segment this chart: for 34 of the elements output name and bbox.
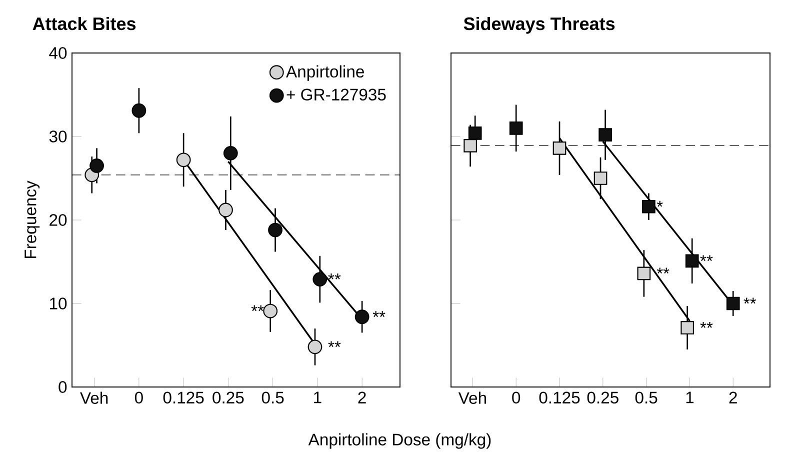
y-tick-label: 10 <box>50 298 67 310</box>
x-tick-label: 0.25 <box>212 392 244 404</box>
y-tick-label: 40 <box>49 47 67 59</box>
x-tick-label: 0.5 <box>635 392 658 404</box>
x-tick-label: 2 <box>358 392 366 404</box>
y-tick-label: 20 <box>50 214 67 226</box>
y-tick-label: 0 <box>58 381 67 393</box>
x-tick-label: 0 <box>134 392 143 404</box>
x-axis-title: Anpirtoline Dose (mg/kg) <box>308 433 491 449</box>
annotation: ** <box>700 255 713 262</box>
annotation: ** <box>656 268 670 274</box>
x-tick-label: 0.125 <box>539 392 580 404</box>
annotation: ** <box>328 274 341 280</box>
x-tick-label: Veh <box>80 392 108 404</box>
x-tick-label: 1 <box>314 392 322 404</box>
chart-title: Attack Bites <box>32 16 136 30</box>
legend-label: + GR-127935 <box>286 88 386 101</box>
x-tick-label: Veh <box>458 392 486 404</box>
x-tick-label: 0 <box>512 392 520 404</box>
x-tick-label: 0.25 <box>587 392 618 404</box>
y-axis-title: Frequency <box>24 180 40 258</box>
x-tick-label: 2 <box>729 392 737 404</box>
x-tick-label: 0.125 <box>163 392 204 404</box>
annotation: ** <box>744 298 756 304</box>
annotation: ** <box>372 311 386 317</box>
annotation: * <box>656 200 663 207</box>
annotation: ** <box>328 341 341 348</box>
legend-label: Anpirtoline <box>286 65 364 81</box>
y-tick-label: 30 <box>49 130 67 142</box>
annotation: ** <box>700 322 713 328</box>
x-tick-label: 1 <box>686 392 694 404</box>
annotation: ** <box>251 305 264 312</box>
x-tick-label: 0.5 <box>262 392 284 404</box>
chart-title: Sideways Threats <box>464 16 615 34</box>
